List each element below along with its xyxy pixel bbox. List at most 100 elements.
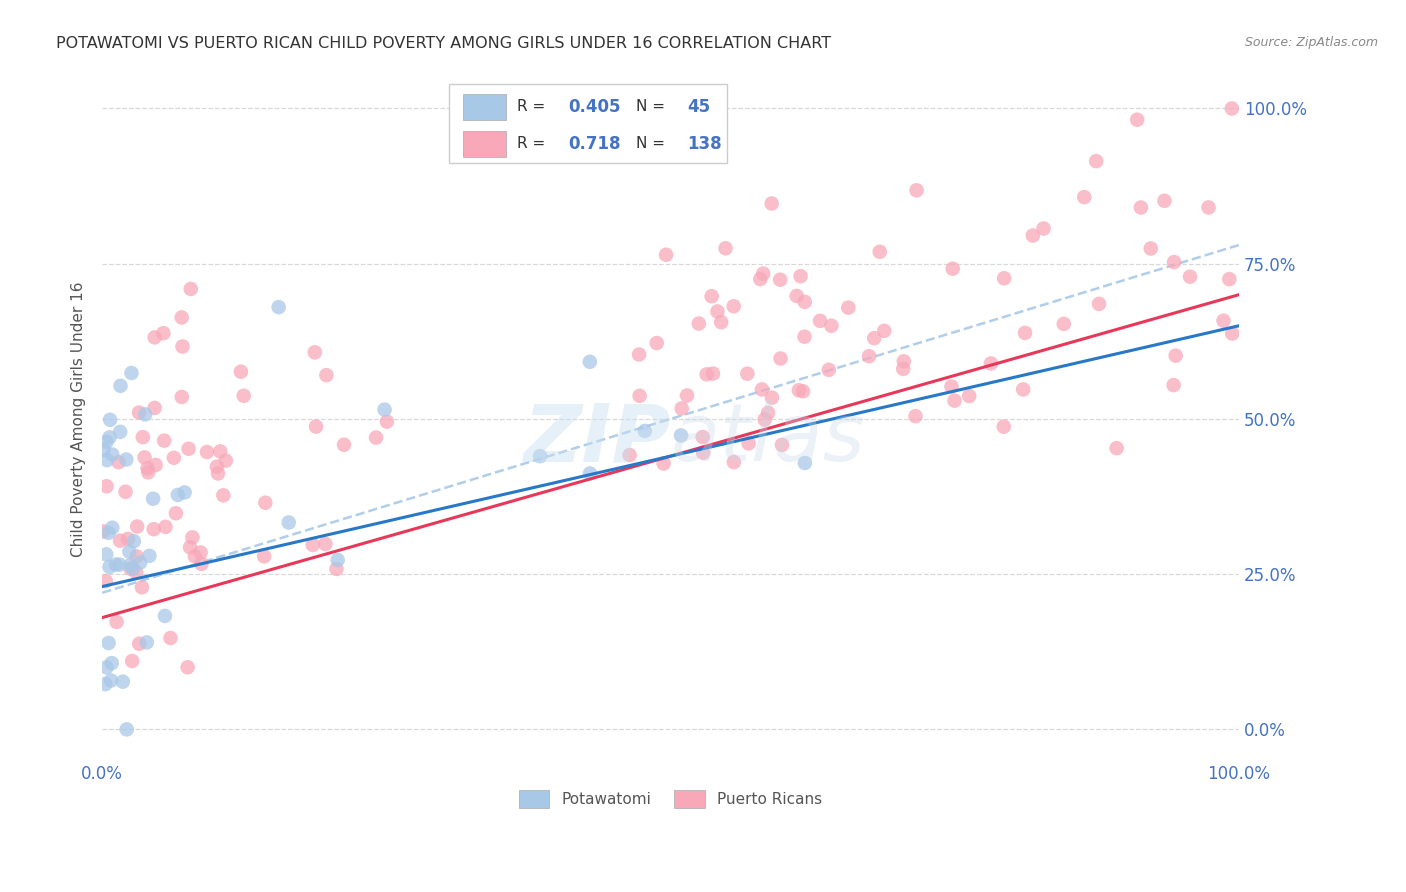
Point bbox=[104, 558, 127, 572]
Point bbox=[702, 367, 724, 381]
Point bbox=[628, 389, 651, 403]
Point bbox=[579, 355, 602, 369]
Point bbox=[1088, 297, 1111, 311]
Point bbox=[170, 390, 193, 404]
Point bbox=[692, 430, 714, 444]
Point bbox=[692, 446, 714, 460]
Point bbox=[96, 660, 118, 674]
Point bbox=[820, 318, 842, 333]
Point bbox=[304, 345, 326, 359]
Point bbox=[752, 267, 775, 281]
Point bbox=[135, 635, 157, 649]
Point bbox=[893, 354, 915, 368]
Point bbox=[120, 558, 142, 573]
Point bbox=[121, 562, 143, 576]
Point bbox=[232, 389, 254, 403]
Point bbox=[652, 457, 675, 471]
Point bbox=[700, 289, 723, 303]
Point bbox=[325, 562, 347, 576]
Point bbox=[761, 196, 783, 211]
Point bbox=[209, 444, 232, 458]
Point bbox=[315, 368, 337, 383]
Point bbox=[943, 393, 966, 408]
Point bbox=[1220, 326, 1243, 341]
Point bbox=[1220, 102, 1243, 116]
Point bbox=[181, 530, 204, 544]
Point bbox=[91, 524, 114, 539]
Point bbox=[277, 516, 299, 530]
Point bbox=[108, 558, 131, 572]
Point bbox=[1126, 112, 1149, 127]
Point bbox=[808, 314, 831, 328]
Point bbox=[180, 282, 202, 296]
Point bbox=[769, 273, 792, 287]
Point bbox=[723, 455, 745, 469]
Point bbox=[97, 636, 120, 650]
Point bbox=[179, 541, 201, 555]
Point bbox=[153, 608, 176, 623]
Point bbox=[1073, 190, 1095, 204]
Point bbox=[153, 434, 176, 448]
Point bbox=[105, 615, 128, 629]
Point bbox=[267, 300, 290, 314]
Text: 45: 45 bbox=[688, 97, 710, 116]
Point bbox=[761, 391, 783, 405]
Point bbox=[253, 549, 276, 564]
Point bbox=[786, 289, 808, 303]
Point bbox=[957, 389, 980, 403]
Point bbox=[101, 521, 124, 535]
Point bbox=[215, 453, 238, 467]
Point bbox=[1085, 154, 1108, 169]
Point bbox=[754, 412, 776, 426]
Point bbox=[793, 294, 815, 309]
Text: N =: N = bbox=[637, 136, 671, 151]
Point bbox=[1198, 201, 1220, 215]
Point bbox=[115, 452, 138, 467]
Text: N =: N = bbox=[637, 99, 671, 114]
Point bbox=[1105, 441, 1128, 455]
Point bbox=[125, 549, 148, 564]
Point bbox=[127, 519, 149, 533]
Point bbox=[98, 413, 121, 427]
Point bbox=[129, 556, 152, 570]
Point bbox=[110, 379, 132, 393]
Point bbox=[107, 455, 129, 469]
Point bbox=[163, 450, 186, 465]
Point bbox=[904, 409, 927, 424]
Point bbox=[787, 383, 810, 397]
Point bbox=[942, 261, 965, 276]
Point bbox=[858, 349, 880, 363]
Point bbox=[364, 431, 387, 445]
FancyBboxPatch shape bbox=[449, 84, 727, 163]
Point bbox=[792, 384, 814, 399]
Point bbox=[108, 425, 131, 439]
Point bbox=[143, 330, 166, 344]
Point bbox=[737, 367, 759, 381]
Point bbox=[1153, 194, 1175, 208]
Point bbox=[737, 436, 759, 450]
Point bbox=[96, 479, 118, 493]
Point bbox=[117, 532, 139, 546]
Point bbox=[817, 363, 839, 377]
Point bbox=[993, 271, 1015, 285]
Point bbox=[1012, 383, 1035, 397]
Point bbox=[136, 466, 159, 480]
Point bbox=[756, 406, 779, 420]
Point bbox=[1218, 272, 1240, 286]
Point bbox=[980, 356, 1002, 370]
Point bbox=[770, 438, 793, 452]
Point bbox=[579, 467, 602, 481]
Point bbox=[142, 491, 165, 506]
Point bbox=[115, 723, 138, 737]
Point bbox=[100, 656, 122, 670]
Point bbox=[143, 401, 166, 415]
Point bbox=[176, 660, 198, 674]
Point bbox=[125, 565, 148, 579]
Point bbox=[1022, 228, 1045, 243]
FancyBboxPatch shape bbox=[463, 94, 506, 120]
Text: 0.718: 0.718 bbox=[568, 135, 620, 153]
Point bbox=[166, 488, 188, 502]
Point bbox=[170, 310, 193, 325]
Point bbox=[723, 299, 745, 313]
Point bbox=[114, 484, 136, 499]
